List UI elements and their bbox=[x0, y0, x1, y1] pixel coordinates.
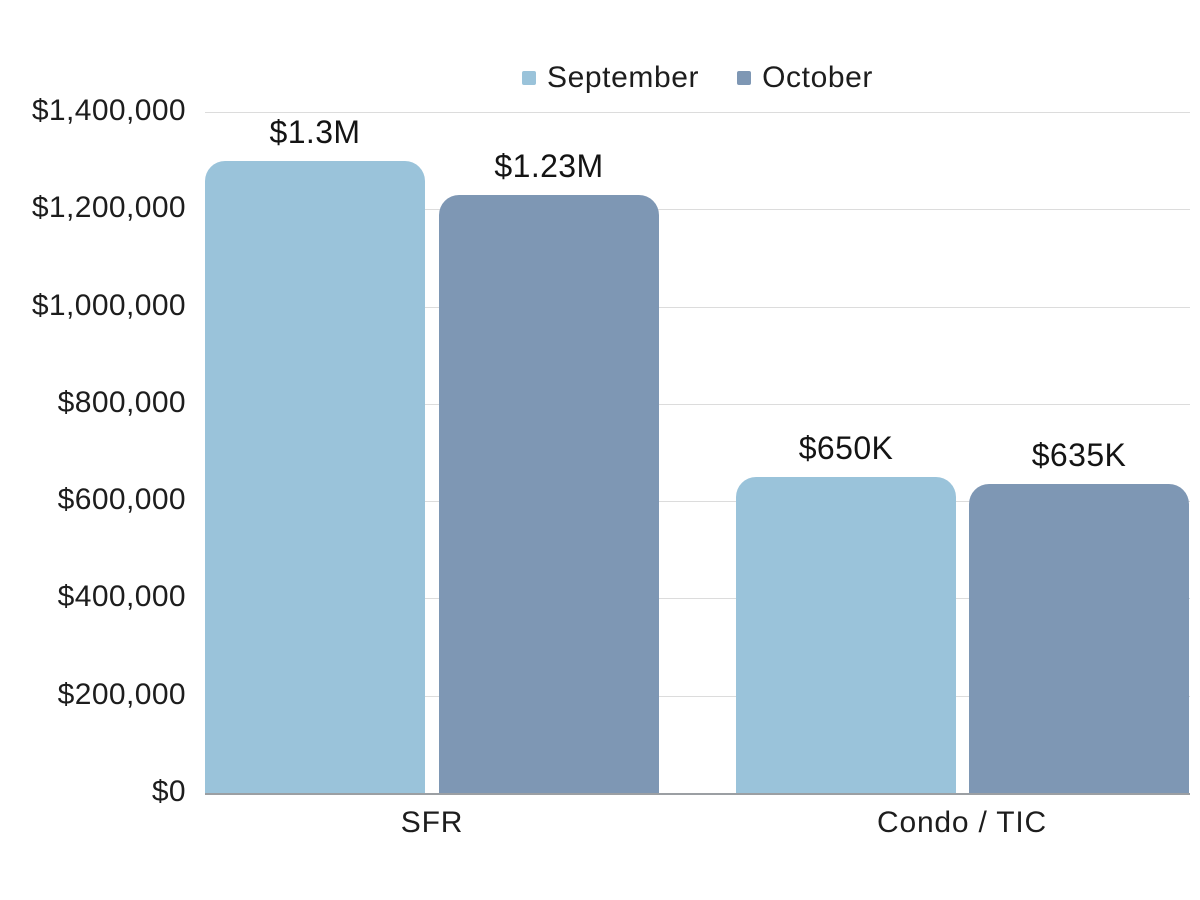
legend-color-swatch-icon bbox=[521, 71, 536, 85]
legend-item: October bbox=[737, 61, 873, 95]
y-axis-tick-label: $1,200,000 bbox=[31, 191, 186, 224]
legend-label: September bbox=[546, 61, 700, 94]
bar-value-label: $1.3M bbox=[269, 114, 361, 150]
y-gridline bbox=[205, 404, 1190, 405]
y-gridline bbox=[205, 501, 1190, 502]
bar-value-label: $1.23M bbox=[494, 148, 604, 184]
bar-october-1 bbox=[969, 484, 1189, 793]
y-axis-tick-label: $600,000 bbox=[57, 483, 186, 516]
legend-label: October bbox=[762, 61, 874, 94]
x-axis-category-label: Condo / TIC bbox=[877, 806, 1047, 839]
y-axis-tick-label: $200,000 bbox=[57, 678, 186, 711]
bar-value-label: $635K bbox=[1031, 437, 1127, 473]
y-axis-tick-label: $800,000 bbox=[57, 386, 186, 419]
y-axis-tick-label: $0 bbox=[151, 775, 186, 808]
bar-september-1 bbox=[736, 477, 956, 793]
chart-legend: September October bbox=[205, 56, 1190, 100]
bar-october-0 bbox=[439, 195, 659, 793]
y-gridline bbox=[205, 696, 1190, 697]
y-gridline bbox=[205, 598, 1190, 599]
y-axis-tick-label: $1,000,000 bbox=[31, 289, 186, 322]
legend-color-swatch-icon bbox=[737, 71, 752, 85]
y-gridline bbox=[205, 209, 1190, 210]
bar-september-0 bbox=[205, 161, 425, 793]
y-axis-tick-label: $1,400,000 bbox=[31, 94, 186, 127]
x-axis-category-label: SFR bbox=[400, 806, 464, 839]
y-gridline bbox=[205, 112, 1190, 113]
y-gridline bbox=[205, 307, 1190, 308]
y-axis-tick-label: $400,000 bbox=[57, 580, 186, 613]
x-axis-line bbox=[205, 793, 1190, 795]
legend-item: September bbox=[521, 61, 700, 95]
bar-value-label: $650K bbox=[798, 430, 894, 466]
